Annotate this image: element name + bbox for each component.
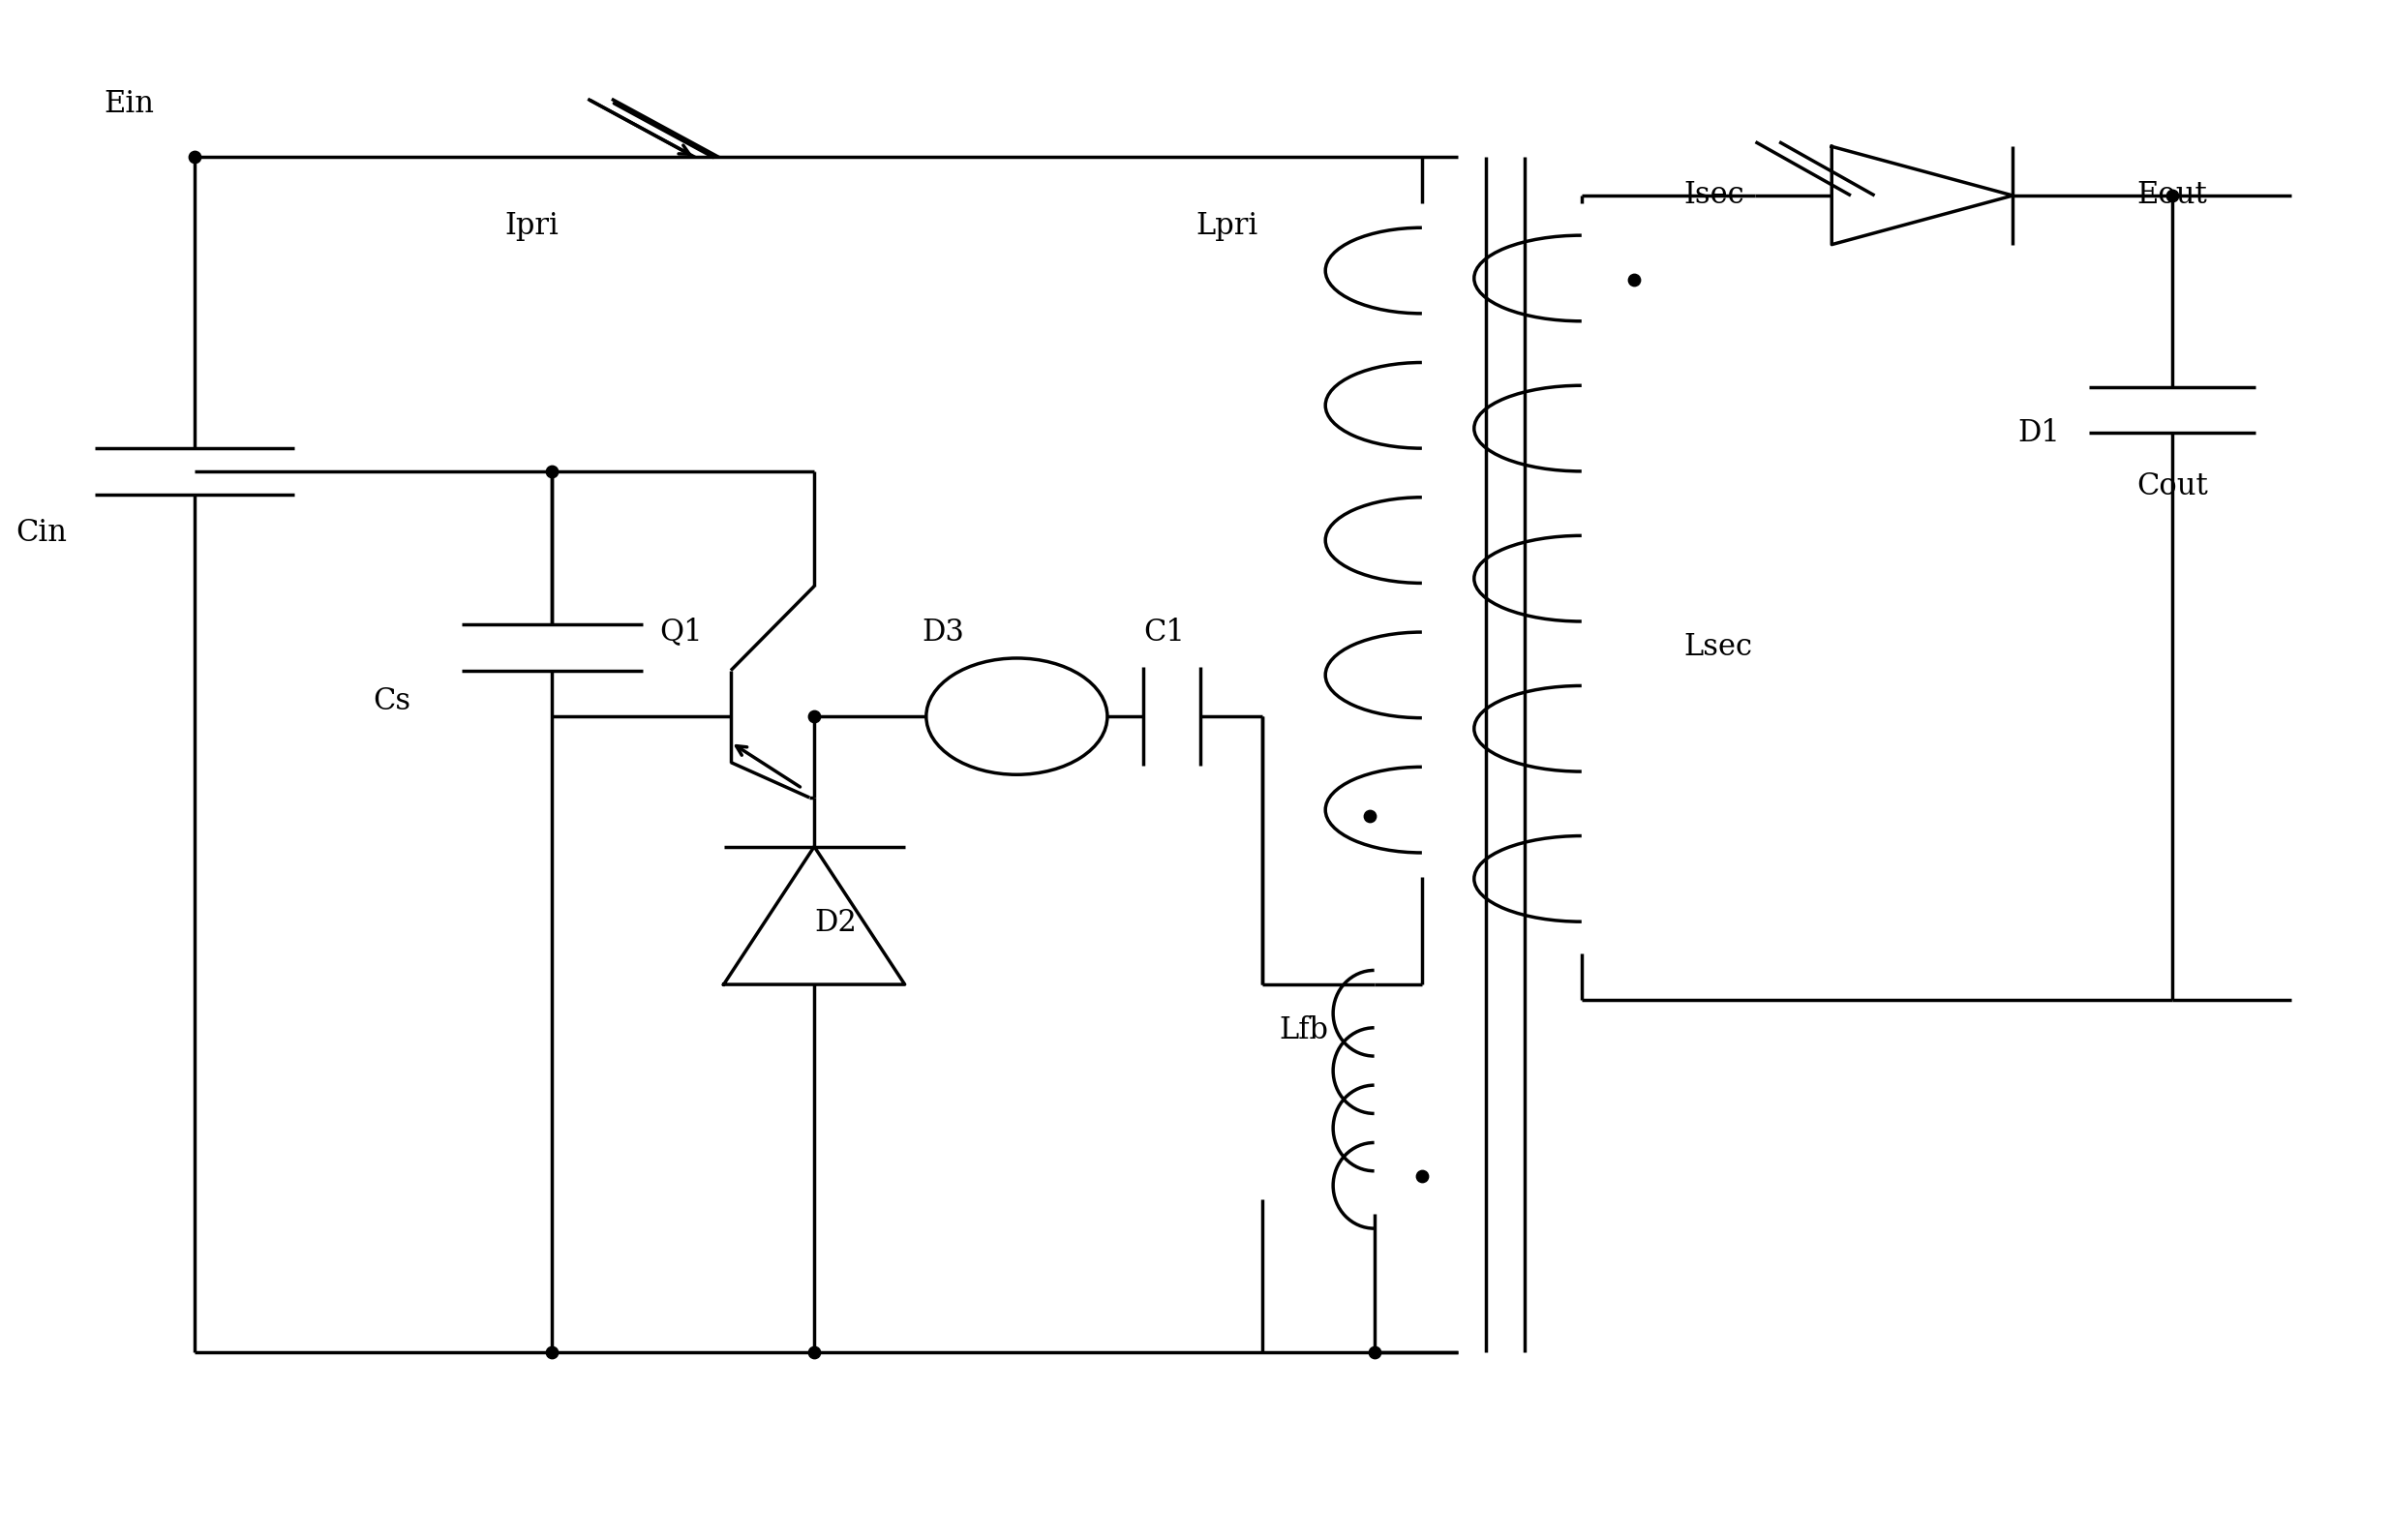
Point xyxy=(533,459,571,484)
Text: Q1: Q1 xyxy=(660,618,703,647)
Text: Lfb: Lfb xyxy=(1279,1015,1329,1046)
Text: D3: D3 xyxy=(921,618,964,647)
Text: D2: D2 xyxy=(815,909,856,938)
Text: D1: D1 xyxy=(2018,417,2061,448)
Text: Lpri: Lpri xyxy=(1196,211,1258,242)
Text: Lsec: Lsec xyxy=(1683,633,1753,662)
Point xyxy=(1404,1164,1442,1189)
Text: Ipri: Ipri xyxy=(505,211,559,242)
Text: C1: C1 xyxy=(1143,618,1184,647)
Point xyxy=(796,704,834,728)
Point xyxy=(533,1340,571,1364)
Text: Ein: Ein xyxy=(105,89,155,119)
Point xyxy=(1351,804,1389,829)
Point xyxy=(2154,183,2193,208)
Text: Cs: Cs xyxy=(373,685,411,716)
Text: Eout: Eout xyxy=(2138,180,2207,211)
Point xyxy=(1356,1340,1394,1364)
Point xyxy=(175,145,213,169)
Point xyxy=(1614,268,1652,293)
Point xyxy=(796,1340,834,1364)
Text: Cout: Cout xyxy=(2138,471,2209,502)
Text: Isec: Isec xyxy=(1683,180,1745,211)
Text: Cin: Cin xyxy=(17,517,67,548)
